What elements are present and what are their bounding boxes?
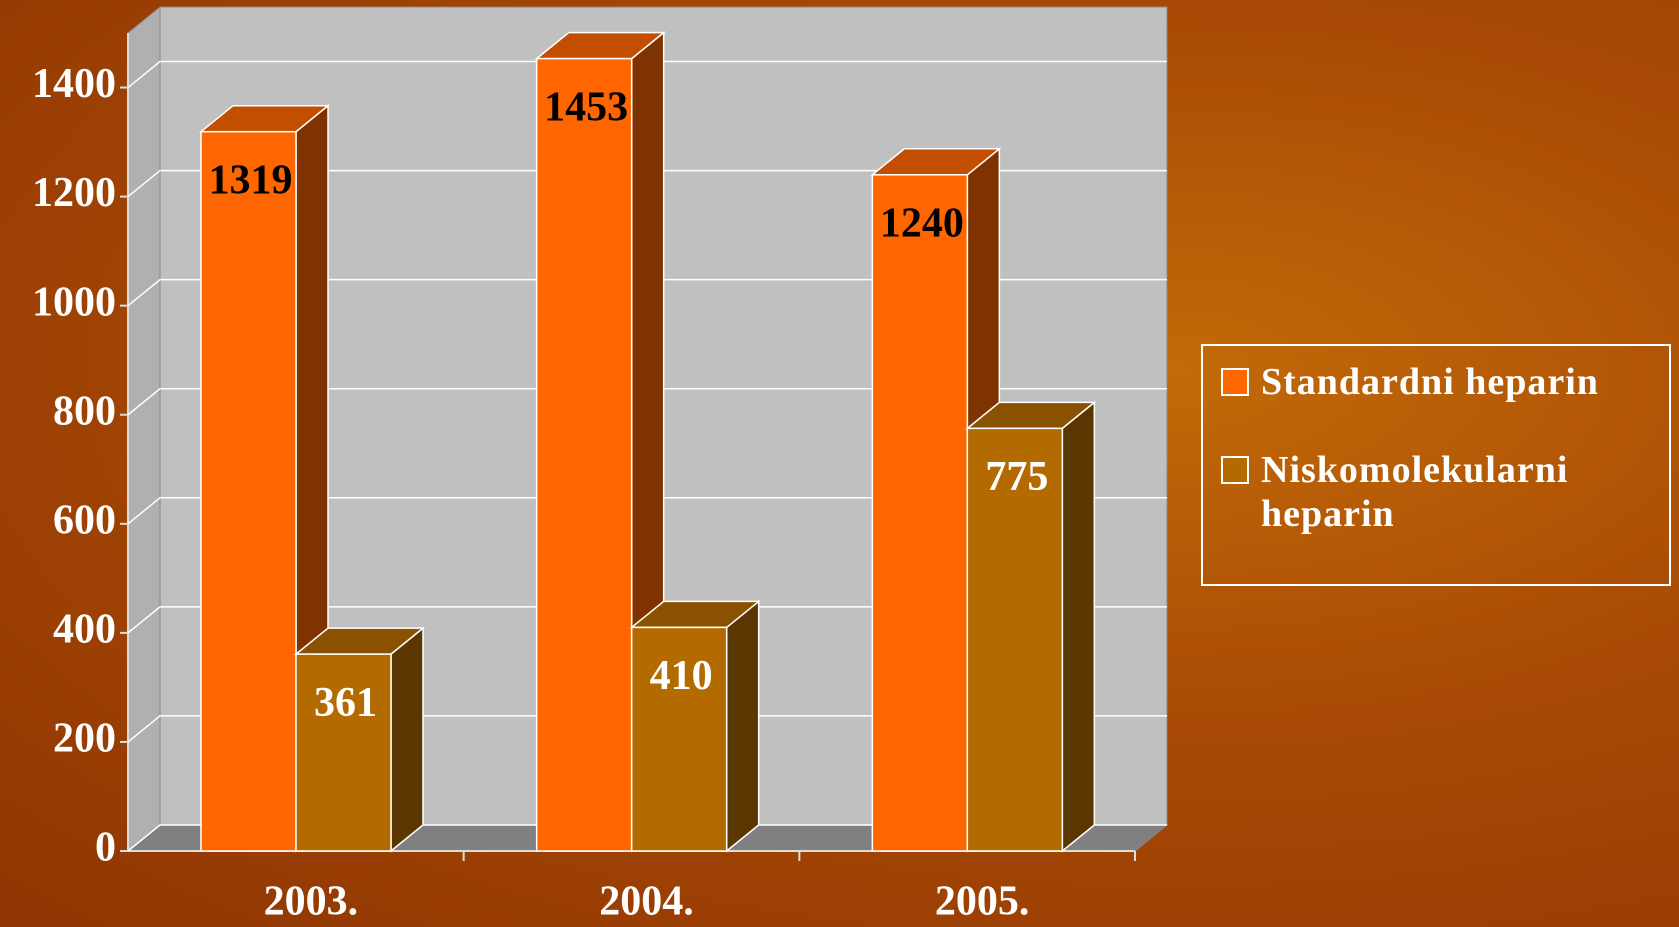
legend-label: Standardni heparin (1261, 360, 1599, 404)
bar (537, 59, 632, 851)
legend-item: Standardni heparin (1211, 360, 1661, 404)
bar-side (391, 628, 423, 851)
bar (872, 175, 967, 851)
legend-label: Niskomolekularni heparin (1261, 448, 1661, 536)
legend-item: Niskomolekularni heparin (1211, 448, 1661, 536)
y-tick-label: 400 (53, 607, 116, 653)
data-label: 1453 (544, 84, 628, 130)
page: 0 200 400 600 800 1000 1200 1400 2003. 2004. 2005.… (0, 0, 1679, 927)
data-label: 361 (314, 680, 377, 726)
y-tick-label: 0 (95, 825, 116, 871)
legend: Standardni heparin Niskomolekularni hepar… (1201, 344, 1671, 586)
y-tick-label: 1200 (32, 170, 116, 216)
y-tick-label: 1000 (32, 279, 116, 325)
x-tick-label: 2004. (599, 879, 694, 925)
bar (201, 132, 296, 851)
y-tick-label: 1400 (32, 61, 116, 107)
data-label: 1240 (880, 200, 964, 246)
x-tick-label: 2003. (264, 879, 359, 925)
bar-side (727, 601, 759, 851)
bar-side (1062, 402, 1094, 851)
side-wall (128, 7, 160, 851)
legend-swatch (1221, 456, 1249, 484)
legend-swatch (1221, 368, 1249, 396)
x-tick-label: 2005. (935, 879, 1030, 925)
data-label: 775 (985, 454, 1048, 500)
data-label: 1319 (209, 157, 293, 203)
data-label: 410 (650, 653, 713, 699)
y-tick-label: 600 (53, 497, 116, 543)
y-tick-label: 200 (53, 716, 116, 762)
y-tick-label: 800 (53, 388, 116, 434)
